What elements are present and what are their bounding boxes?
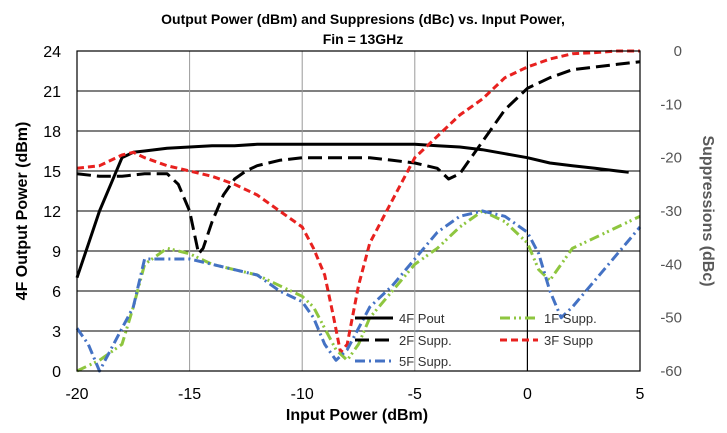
y-tick-labels: 0 3 6 9 12 15 18 21 24 xyxy=(43,44,61,381)
y-tick-label: 15 xyxy=(43,164,61,181)
legend-label: 4F Pout xyxy=(399,311,445,326)
y-tick-label: 24 xyxy=(43,44,61,61)
x-tick-label: -15 xyxy=(178,386,201,403)
x-tick-labels: -20 -15 -10 -5 0 5 xyxy=(65,386,644,403)
y2-tick-label: -40 xyxy=(660,256,682,273)
x-tick-label: -5 xyxy=(408,386,422,403)
y2-tick-label: -60 xyxy=(660,363,682,380)
y-tick-label: 18 xyxy=(43,124,61,141)
legend: 4F Pout 1F Supp. 2F Supp. 3F Supp 5F Supp. xyxy=(355,311,597,369)
chart-title-line1: Output Power (dBm) and Suppresions (dBc)… xyxy=(161,11,565,27)
x-tick-label: -10 xyxy=(291,386,314,403)
y2-tick-labels: -60 -50 -40 -30 -20 -10 0 xyxy=(660,43,682,380)
y-axis-label: 4F Output Power (dBm) xyxy=(14,122,31,301)
y2-tick-label: -20 xyxy=(660,150,682,167)
series-line-3f-supp xyxy=(76,49,640,354)
series-line-1f-supp xyxy=(76,209,641,373)
y2-tick-label: -50 xyxy=(660,310,682,327)
x-tick-label: 5 xyxy=(636,386,645,403)
y-tick-label: 0 xyxy=(52,364,61,381)
series-line-5f-supp xyxy=(75,209,642,373)
y-tick-label: 21 xyxy=(43,84,61,101)
plot-frame xyxy=(76,50,641,372)
y-tick-label: 3 xyxy=(52,324,61,341)
legend-label: 5F Supp. xyxy=(399,354,452,369)
y-tick-label: 9 xyxy=(52,244,61,261)
y2-tick-label: -30 xyxy=(660,203,682,220)
chart-title-line2: Fin = 13GHz xyxy=(323,31,404,47)
y2-axis-label: Suppressions (dBc) xyxy=(699,135,716,286)
y2-tick-label: 0 xyxy=(674,43,682,60)
legend-label: 1F Supp. xyxy=(544,311,597,326)
series-group xyxy=(75,49,642,373)
y-tick-label: 12 xyxy=(43,204,61,221)
x-tick-label: -20 xyxy=(65,386,88,403)
y2-tick-label: -10 xyxy=(660,96,682,113)
series-line-2f-supp xyxy=(76,60,641,256)
x-axis-label: Input Power (dBm) xyxy=(286,407,428,424)
x-tick-label: 0 xyxy=(523,386,532,403)
legend-label: 2F Supp. xyxy=(399,333,452,348)
y-tick-label: 6 xyxy=(52,284,61,301)
legend-label: 3F Supp xyxy=(544,333,593,348)
